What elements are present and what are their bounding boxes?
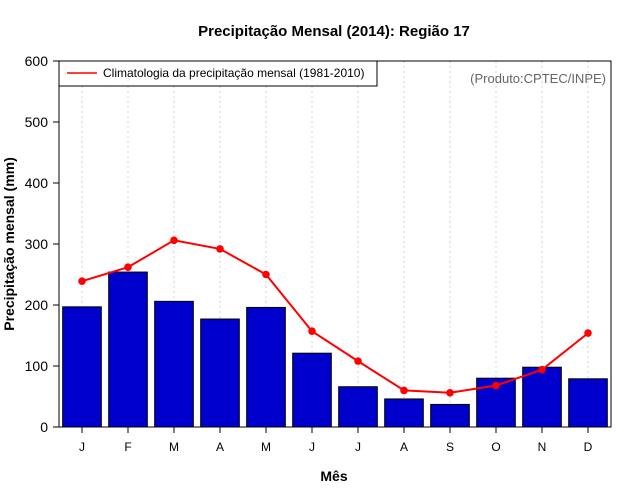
y-tick-label: 0 (40, 419, 48, 435)
bar-6 (292, 352, 332, 428)
climatology-point-4 (216, 245, 224, 253)
product-credit: (Produto:CPTEC/INPE) (470, 71, 606, 86)
legend: Climatologia da precipitação mensal (198… (58, 60, 378, 87)
climatology-point-11 (538, 365, 546, 374)
bar-4 (200, 318, 240, 428)
x-tick-label: M (261, 440, 271, 454)
climatology-point-12 (584, 329, 592, 337)
bar-8 (384, 398, 424, 428)
y-axis-title: Precipitação mensal (mm) (1, 157, 17, 331)
x-tick-label: J (309, 440, 315, 454)
x-tick-label: S (446, 440, 454, 454)
climatology-point-2 (124, 263, 132, 271)
y-axis: 0 100 200 300 400 500 600 (25, 53, 59, 435)
bar-1 (62, 306, 102, 428)
x-tick-label: N (538, 440, 547, 454)
y-tick-label: 500 (25, 114, 49, 130)
bar-5 (246, 306, 286, 428)
x-tick-label: J (79, 440, 85, 454)
climatology-series (78, 236, 592, 397)
x-tick-label: A (216, 440, 224, 454)
bar-3 (154, 300, 194, 428)
climatology-point-1 (78, 277, 86, 286)
legend-box (58, 60, 378, 87)
climatology-point-5 (262, 270, 270, 279)
y-tick-label: 300 (25, 236, 49, 252)
x-tick-label: F (124, 440, 131, 454)
climatology-point-6 (308, 327, 316, 336)
climatology-point-3 (170, 236, 178, 245)
y-tick-label: 600 (25, 53, 49, 69)
x-axis-title: Mês (320, 468, 347, 484)
climatology-point-8 (400, 386, 408, 395)
y-tick-label: 200 (25, 297, 49, 313)
bar-series (62, 271, 608, 428)
x-tick-label: J (355, 440, 361, 454)
bar-9 (430, 403, 470, 428)
bar-11 (522, 366, 562, 428)
y-tick-label: 400 (25, 175, 49, 191)
y-tick-label: 100 (25, 358, 49, 374)
x-tick-label: D (584, 440, 593, 454)
climatology-point-10 (492, 381, 500, 390)
bar-2 (108, 271, 148, 428)
bar-7 (338, 386, 378, 428)
x-tick-label: O (491, 440, 500, 454)
legend-entry-climatology: Climatologia da precipitação mensal (198… (103, 66, 364, 80)
x-tick-label: A (400, 440, 408, 454)
climatology-line (81, 239, 589, 394)
chart-title: Precipitação Mensal (2014): Região 17 (198, 23, 470, 40)
climatology-point-7 (354, 357, 362, 365)
x-tick-label: M (169, 440, 179, 454)
bar-12 (568, 378, 608, 428)
climatology-point-9 (446, 389, 454, 397)
